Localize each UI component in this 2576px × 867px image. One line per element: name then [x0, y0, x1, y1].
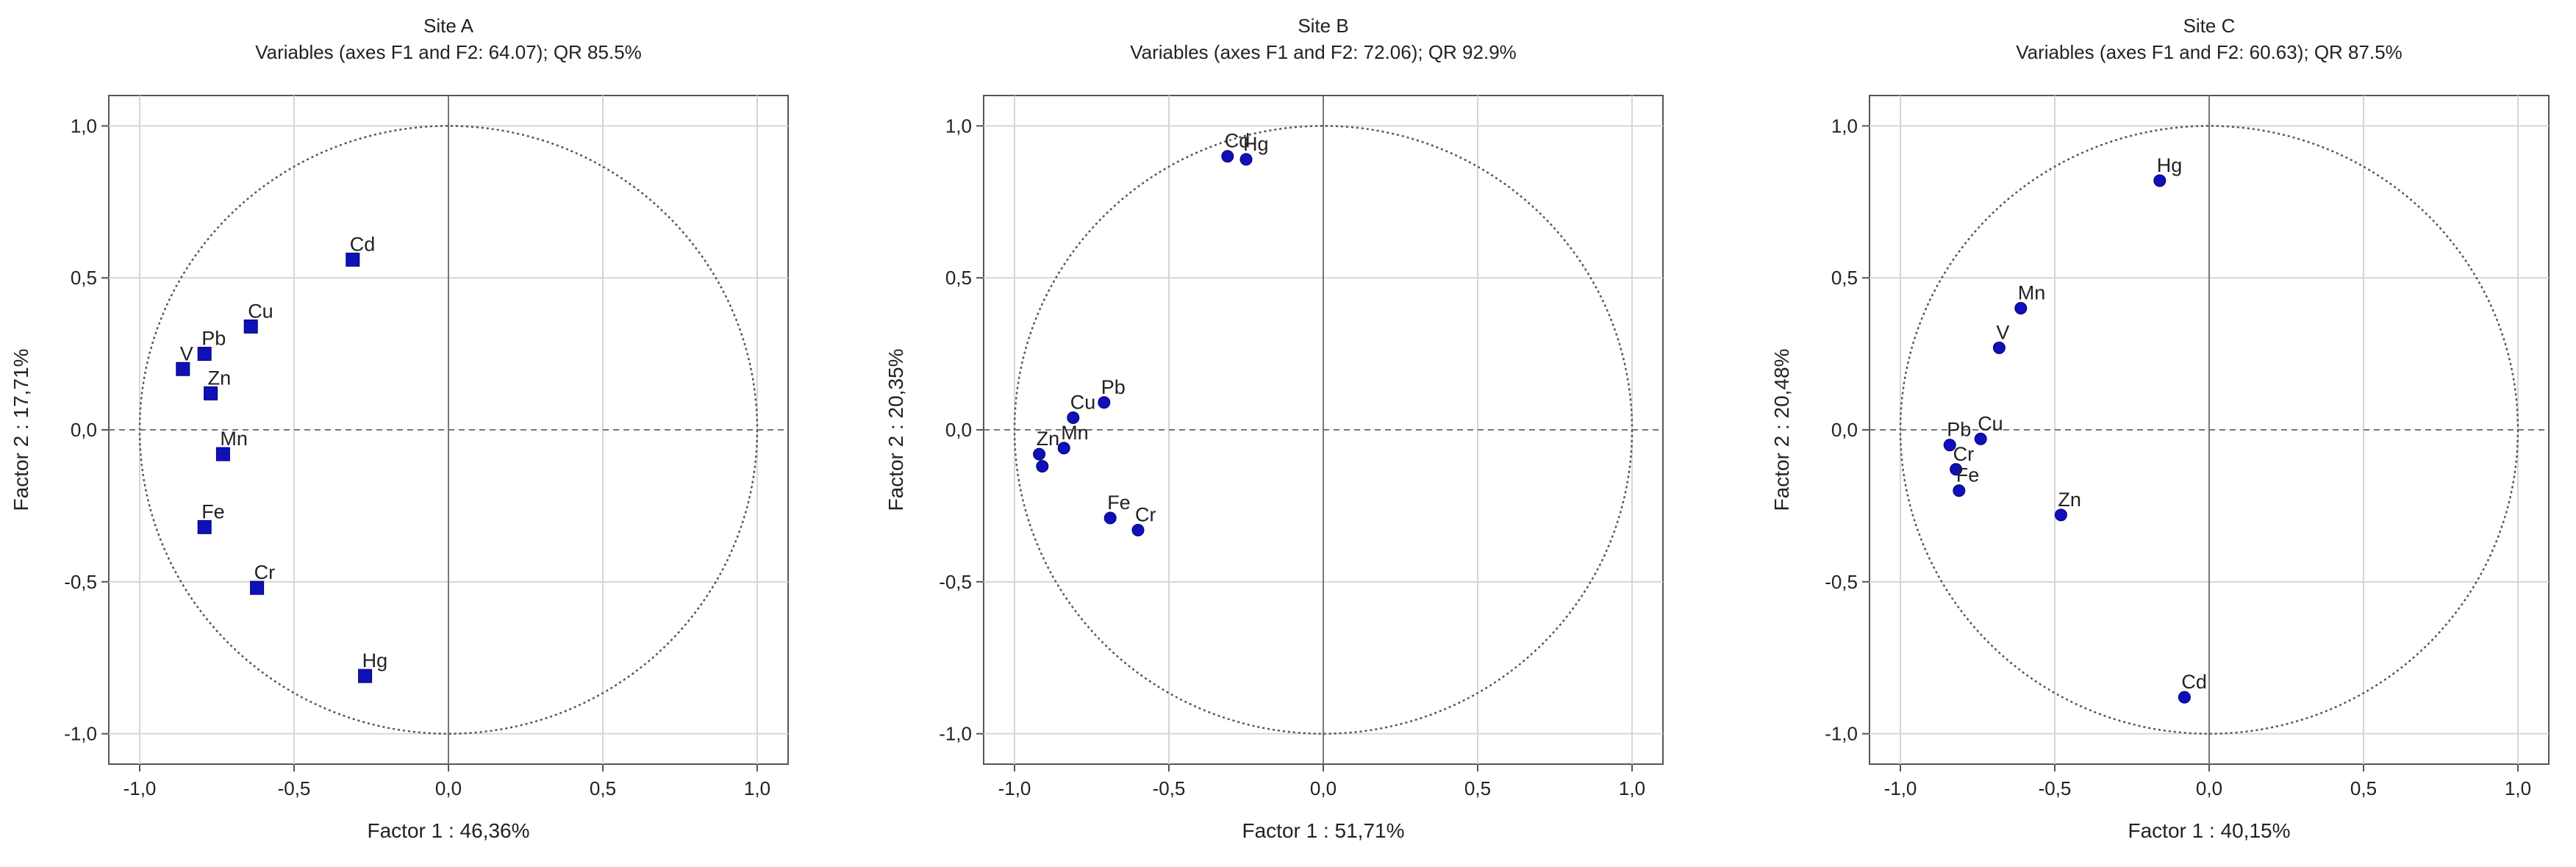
data-label-cd: Cd: [1225, 130, 1251, 152]
x-axis-label: Factor 1 : 51,71%: [1242, 819, 1404, 842]
data-label-v: V: [180, 342, 193, 364]
data-point-cr: [1131, 524, 1145, 536]
data-label-cu: Cu: [1070, 391, 1096, 413]
data-point-fe: [197, 519, 212, 534]
data-point-fe: [1953, 484, 1966, 497]
y-axis-label: Factor 2 : 20,48%: [1770, 348, 1793, 511]
data-label-v: V: [1996, 321, 2009, 343]
x-tick-label: -1,0: [124, 777, 157, 799]
y-tick-label: 0,0: [71, 419, 97, 441]
data-point-zn: [2054, 508, 2067, 522]
y-axis-label: Factor 2 : 20,35%: [884, 348, 907, 511]
data-label-hg: Hg: [362, 650, 388, 672]
data-label-mn: Mn: [2018, 282, 2046, 304]
data-point-cr: [250, 580, 265, 595]
chart-subtitle: Variables (axes F1 and F2: 60.63); QR 87…: [2016, 41, 2403, 63]
x-tick-label: -0,5: [2039, 777, 2072, 799]
y-tick-label: 0,5: [945, 267, 972, 289]
y-tick-label: 0,0: [945, 419, 972, 441]
x-tick-label: 0,0: [2196, 777, 2222, 799]
chart-panel-3: Site C Variables (axes F1 and F2: 60.63);…: [1770, 15, 2550, 842]
x-tick-label: 0,5: [1464, 777, 1491, 799]
chart-subtitle: Variables (axes F1 and F2: 64.07); QR 85…: [255, 41, 642, 63]
data-label-pb: Pb: [201, 328, 226, 350]
x-tick-label: 1,0: [1619, 777, 1645, 799]
data-point-cu: [1974, 432, 1987, 445]
data-point-pb: [1943, 439, 1956, 452]
data-label-cr: Cr: [1135, 504, 1156, 526]
chart-title: Site C: [2183, 15, 2236, 37]
y-tick-label: 1,0: [71, 115, 97, 137]
data-point-zn: [204, 386, 218, 400]
data-point-cd: [346, 252, 360, 267]
data-point-mn: [1057, 442, 1070, 455]
y-tick-label: 0,5: [71, 267, 97, 289]
y-tick-label: -1,0: [1825, 723, 1858, 745]
x-tick-label: -0,5: [278, 777, 311, 799]
chart-panel-2: Site B Variables (axes F1 and F2: 72.06);…: [884, 15, 1664, 842]
x-tick-label: 0,0: [435, 777, 462, 799]
data-label-cd: Cd: [2181, 671, 2207, 693]
data-point-cd: [1221, 150, 1234, 163]
data-point-hg: [1239, 153, 1253, 166]
x-tick-label: 1,0: [2505, 777, 2531, 799]
x-tick-label: 0,0: [1310, 777, 1337, 799]
y-tick-label: -1,0: [64, 723, 97, 745]
data-label-fe: Fe: [201, 500, 225, 522]
chart-title: Site A: [423, 15, 474, 37]
data-label-pb: Pb: [1947, 419, 1971, 441]
data-label-mn: Mn: [220, 428, 248, 450]
data-point-v: [176, 361, 190, 376]
data-point-mn: [2014, 302, 2028, 315]
data-label-pb: Pb: [1101, 376, 1126, 398]
y-tick-label: 0,0: [1831, 419, 1858, 441]
y-tick-label: -0,5: [1825, 571, 1858, 593]
x-tick-label: 1,0: [744, 777, 770, 799]
data-point-cu: [1067, 411, 1080, 424]
x-tick-label: 0,5: [2350, 777, 2377, 799]
y-tick-label: -0,5: [64, 571, 97, 593]
x-tick-label: -0,5: [1153, 777, 1186, 799]
chart-panel-1: Site A Variables (axes F1 and F2: 64.07);…: [10, 15, 789, 842]
y-tick-label: -1,0: [939, 723, 972, 745]
data-point-pb: [1098, 396, 1111, 409]
data-point-hg: [2153, 174, 2167, 187]
data-point-fe: [1103, 511, 1117, 525]
x-axis-label: Factor 1 : 40,15%: [2128, 819, 2290, 842]
data-label-fe: Fe: [1107, 492, 1131, 514]
data-label-mn: Mn: [1061, 422, 1089, 444]
data-point-hg: [358, 669, 373, 683]
chart-subtitle: Variables (axes F1 and F2: 72.06); QR 92…: [1130, 41, 1517, 63]
data-label-hg: Hg: [1243, 133, 1269, 155]
data-label-cd: Cd: [350, 233, 376, 255]
data-label-cu: Cu: [1978, 412, 2003, 434]
data-point-unlabeled: [1036, 460, 1049, 473]
data-label-cr: Cr: [1953, 443, 1975, 465]
data-point-zn: [1033, 447, 1046, 461]
x-tick-label: -1,0: [998, 777, 1031, 799]
data-label-cu: Cu: [248, 300, 273, 322]
data-label-zn: Zn: [208, 367, 232, 389]
data-point-v: [1992, 341, 2006, 354]
x-tick-label: -1,0: [1884, 777, 1917, 799]
data-label-cr: Cr: [254, 561, 276, 583]
data-label-hg: Hg: [2157, 154, 2183, 176]
x-tick-label: 0,5: [590, 777, 616, 799]
data-label-zn: Zn: [1037, 428, 1060, 450]
y-tick-label: 1,0: [945, 115, 972, 137]
data-point-cd: [2178, 691, 2191, 704]
y-tick-label: -0,5: [939, 571, 972, 593]
data-point-pb: [197, 347, 212, 361]
data-point-cu: [243, 319, 258, 334]
data-label-fe: Fe: [1956, 464, 1980, 486]
data-label-zn: Zn: [2058, 489, 2081, 511]
x-axis-label: Factor 1 : 46,36%: [367, 819, 529, 842]
data-point-cr: [1950, 463, 1963, 476]
data-point-mn: [215, 447, 230, 461]
y-tick-label: 0,5: [1831, 267, 1858, 289]
y-tick-label: 1,0: [1831, 115, 1858, 137]
y-axis-label: Factor 2 : 17,71%: [10, 348, 32, 511]
chart-title: Site B: [1298, 15, 1348, 37]
